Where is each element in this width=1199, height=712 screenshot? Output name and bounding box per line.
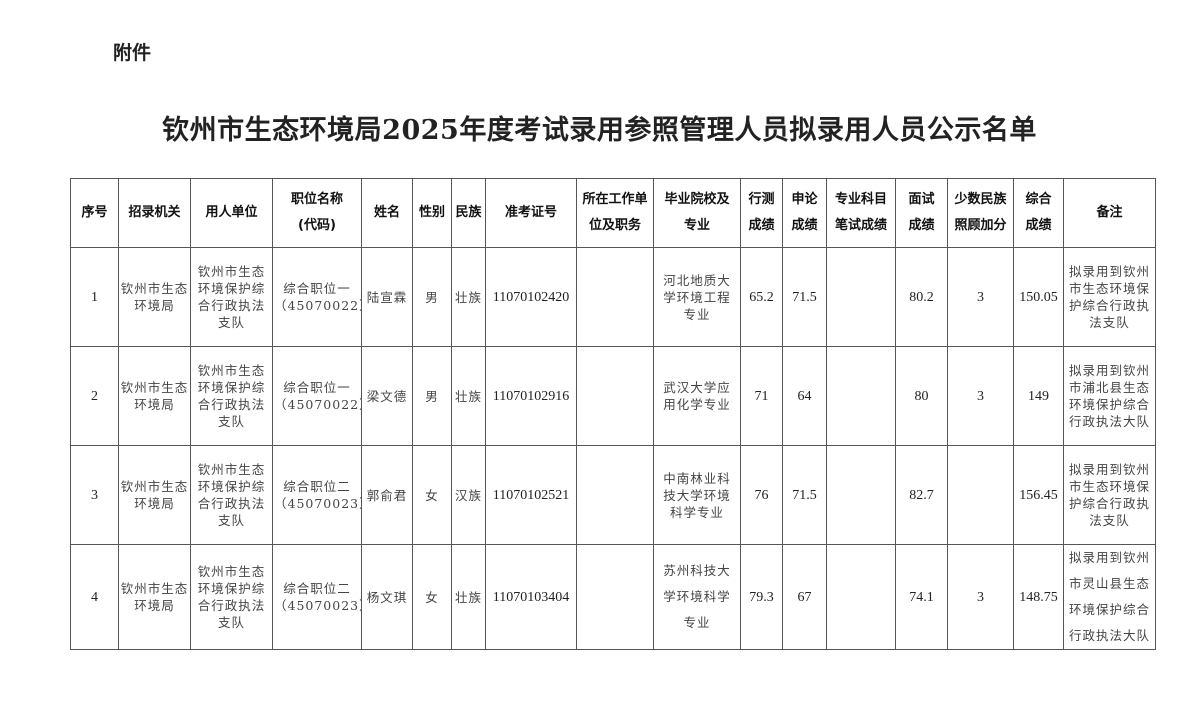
- header-school-major: 毕业院校及 专业: [653, 178, 741, 248]
- cell-seq: 2: [70, 346, 119, 446]
- cell-position: 综合职位一 （45070022）: [272, 346, 362, 446]
- cell-school-major: 中南林业科 技大学环境 科学专业: [653, 445, 741, 545]
- header-seq: 序号: [70, 178, 119, 248]
- cell-shenlun: 67: [782, 544, 827, 650]
- cell-employer: 钦州市生态 环境保护综 合行政执法 支队: [190, 346, 273, 446]
- header-interview: 面试 成绩: [895, 178, 948, 248]
- candidate-table: 序号 招录机关 用人单位 职位名称 (代码) 姓名 性别 民族 准考证号 所在工作单 位及职务毕…: [70, 178, 1156, 650]
- cell-remarks: 拟录用到钦州 市生态环境保 护综合行政执 法支队: [1063, 445, 1156, 545]
- cell-major-exam: [826, 247, 896, 347]
- cell-minority-bonus: 3: [947, 544, 1014, 650]
- cell-total: 156.45: [1013, 445, 1064, 545]
- cell-xingce: 79.3: [740, 544, 783, 650]
- cell-ethnicity: 壮族: [451, 247, 486, 347]
- attachment-label: 附件: [113, 42, 152, 64]
- cell-employer: 钦州市生态 环境保护综 合行政执法 支队: [190, 445, 273, 545]
- cell-employer: 钦州市生态 环境保护综 合行政执法 支队: [190, 544, 273, 650]
- cell-position: 综合职位二 （45070023）: [272, 445, 362, 545]
- cell-exam-id: 11070102916: [485, 346, 577, 446]
- cell-total: 150.05: [1013, 247, 1064, 347]
- cell-exam-id: 11070103404: [485, 544, 577, 650]
- header-current-job: 所在工作单 位及职务: [576, 178, 654, 248]
- cell-major-exam: [826, 544, 896, 650]
- cell-current-job: [576, 247, 654, 347]
- cell-interview: 80.2: [895, 247, 948, 347]
- page-title: 钦州市生态环境局2025年度考试录用参照管理人员拟录用人员公示名单: [162, 115, 1037, 146]
- cell-seq: 4: [70, 544, 119, 650]
- header-minority-bonus: 少数民族 照顾加分: [947, 178, 1014, 248]
- cell-agency: 钦州市生态 环境局: [118, 544, 191, 650]
- header-shenlun: 申论 成绩: [782, 178, 827, 248]
- cell-shenlun: 64: [782, 346, 827, 446]
- cell-name: 陆宣霖: [361, 247, 413, 347]
- cell-gender: 男: [412, 247, 452, 347]
- cell-name: 梁文德: [361, 346, 413, 446]
- cell-major-exam: [826, 445, 896, 545]
- cell-minority-bonus: 3: [947, 247, 1014, 347]
- cell-remarks: 拟录用到钦州 市浦北县生态 环境保护综合 行政执法大队: [1063, 346, 1156, 446]
- cell-interview: 80: [895, 346, 948, 446]
- cell-name: 郭俞君: [361, 445, 413, 545]
- cell-school-major: 武汉大学应 用化学专业: [653, 346, 741, 446]
- cell-gender: 男: [412, 346, 452, 446]
- cell-position: 综合职位一 （45070022）: [272, 247, 362, 347]
- header-row: 序号 招录机关 用人单位 职位名称 (代码) 姓名 性别 民族 准考证号 所在工作单 位及职务毕…: [70, 178, 1156, 248]
- cell-total: 149: [1013, 346, 1064, 446]
- header-xingce: 行测 成绩: [740, 178, 783, 248]
- table-row: 4 钦州市生态 环境局 钦州市生态 环境保护综 合行政执法 支队 综合职位二 （450…: [70, 544, 1156, 650]
- cell-xingce: 65.2: [740, 247, 783, 347]
- header-name: 姓名: [361, 178, 413, 248]
- cell-major-exam: [826, 346, 896, 446]
- header-exam-id: 准考证号: [485, 178, 577, 248]
- cell-current-job: [576, 544, 654, 650]
- table-row: 3 钦州市生态 环境局 钦州市生态 环境保护综 合行政执法 支队 综合职位二 （450…: [70, 445, 1156, 545]
- cell-seq: 3: [70, 445, 119, 545]
- cell-minority-bonus: 3: [947, 346, 1014, 446]
- cell-interview: 74.1: [895, 544, 948, 650]
- header-total: 综合 成绩: [1013, 178, 1064, 248]
- table-row: 2 钦州市生态 环境局 钦州市生态 环境保护综 合行政执法 支队 综合职位一 （450…: [70, 346, 1156, 446]
- header-ethnicity: 民族: [451, 178, 486, 248]
- header-gender: 性别: [412, 178, 452, 248]
- cell-shenlun: 71.5: [782, 445, 827, 545]
- header-remarks: 备注: [1063, 178, 1156, 248]
- cell-employer: 钦州市生态 环境保护综 合行政执法 支队: [190, 247, 273, 347]
- cell-agency: 钦州市生态 环境局: [118, 445, 191, 545]
- header-position: 职位名称 (代码): [272, 178, 362, 248]
- header-major-exam: 专业科目 笔试成绩: [826, 178, 896, 248]
- cell-agency: 钦州市生态 环境局: [118, 247, 191, 347]
- cell-shenlun: 71.5: [782, 247, 827, 347]
- cell-xingce: 71: [740, 346, 783, 446]
- cell-school-major: 河北地质大 学环境工程 专业: [653, 247, 741, 347]
- cell-school-major: 苏州科技大 学环境科学 专业: [653, 544, 741, 650]
- header-employer: 用人单位: [190, 178, 273, 248]
- cell-exam-id: 11070102521: [485, 445, 577, 545]
- cell-ethnicity: 汉族: [451, 445, 486, 545]
- cell-xingce: 76: [740, 445, 783, 545]
- cell-gender: 女: [412, 544, 452, 650]
- cell-total: 148.75: [1013, 544, 1064, 650]
- cell-interview: 82.7: [895, 445, 948, 545]
- cell-current-job: [576, 445, 654, 545]
- cell-remarks: 拟录用到钦州 市灵山县生态 环境保护综合 行政执法大队: [1063, 544, 1156, 650]
- cell-name: 杨文琪: [361, 544, 413, 650]
- cell-agency: 钦州市生态 环境局: [118, 346, 191, 446]
- header-agency: 招录机关: [118, 178, 191, 248]
- cell-current-job: [576, 346, 654, 446]
- cell-gender: 女: [412, 445, 452, 545]
- cell-remarks: 拟录用到钦州 市生态环境保 护综合行政执 法支队: [1063, 247, 1156, 347]
- cell-minority-bonus: [947, 445, 1014, 545]
- cell-ethnicity: 壮族: [451, 346, 486, 446]
- cell-exam-id: 11070102420: [485, 247, 577, 347]
- cell-ethnicity: 壮族: [451, 544, 486, 650]
- table-row: 1 钦州市生态 环境局 钦州市生态 环境保护综 合行政执法 支队 综合职位一 （450…: [70, 247, 1156, 347]
- cell-position: 综合职位二 （45070023）: [272, 544, 362, 650]
- cell-seq: 1: [70, 247, 119, 347]
